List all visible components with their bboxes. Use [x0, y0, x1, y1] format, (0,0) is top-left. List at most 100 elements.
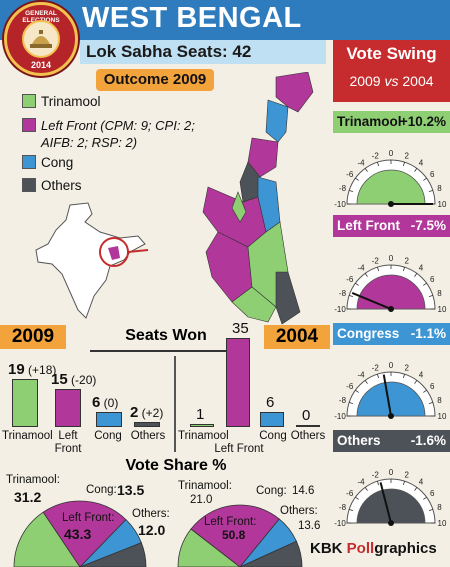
- cat-others: Others: [130, 430, 166, 442]
- gauge-tick-label: 4: [419, 264, 424, 273]
- vote-share-charts: [13, 500, 303, 567]
- cat-others: Others: [290, 430, 326, 442]
- seats-2004-bar: [190, 424, 214, 427]
- seats-2009-bar: [12, 378, 38, 427]
- gauge-tick: [377, 374, 380, 379]
- swing-party: Others: [337, 433, 381, 448]
- seats-2009-value: 19 (+18): [8, 360, 57, 378]
- gauge-tick-label: 8: [437, 503, 442, 512]
- swing-value: -7.5%: [410, 218, 446, 233]
- cat-left-front: Left Front: [214, 443, 264, 455]
- gauge-tick: [355, 496, 359, 500]
- gauge-fill: [356, 169, 426, 205]
- vs04-left-value: 50.8: [222, 528, 246, 542]
- seats-2004-value: 35: [232, 319, 249, 337]
- seats-2004-value: 0: [302, 407, 311, 424]
- vs04-trinamool-label: Trinamool:: [178, 480, 232, 492]
- vs09-left-label: Left Front:: [62, 512, 115, 524]
- gauge-tick: [414, 273, 418, 277]
- seats-2004-value: 6: [266, 393, 275, 411]
- seats-2009-value: 2 (+2): [130, 403, 164, 421]
- vs04-trinamool-value: 21.0: [190, 494, 213, 506]
- gauge-tick-label: 10: [438, 519, 447, 528]
- vs04-left-label: Left Front:: [204, 516, 257, 528]
- gauge-tick-label: 8: [437, 289, 442, 298]
- gauge-tick: [423, 389, 427, 393]
- gauge-tick: [364, 168, 368, 172]
- gauge-tick-label: -8: [339, 289, 347, 298]
- gauge-tick-label: 10: [438, 200, 447, 209]
- gauge-tick-label: -10: [334, 200, 346, 209]
- gauge-tick-label: -4: [357, 264, 365, 273]
- gauge-tick-label: 2: [405, 363, 410, 372]
- gauge-tick-label: 6: [430, 170, 435, 179]
- gauge-tick: [428, 295, 433, 298]
- seats-won-title: Seats Won: [125, 327, 207, 344]
- gauge-tick-label: -6: [346, 275, 354, 284]
- gauge-tick-label: 0: [389, 468, 394, 477]
- gauge-tick-label: 8: [437, 396, 442, 405]
- seats-2009-bar: [96, 411, 122, 427]
- page-title: WEST BENGAL: [82, 2, 302, 34]
- gauge-tick-label: -6: [346, 170, 354, 179]
- gauge-tick: [423, 496, 427, 500]
- gauge-tick: [377, 162, 380, 167]
- gauge-tick-label: 6: [430, 489, 435, 498]
- gauge-tick: [428, 402, 433, 405]
- cat-trinamool: Trinamool: [2, 430, 53, 442]
- gauge-needle: [379, 482, 392, 524]
- cat-left: Left: [58, 430, 78, 442]
- swing-label-left-front: Left Front -7.5%: [333, 215, 450, 237]
- swing-value: +10.2%: [399, 114, 446, 129]
- gauge-tick-label: -2: [372, 470, 380, 479]
- gauge-tick-label: -4: [357, 159, 365, 168]
- gauge-tick: [428, 509, 433, 512]
- gauge-tick-label: -4: [357, 478, 365, 487]
- gauge-tick-label: 10: [438, 412, 447, 421]
- gauge-tick: [364, 487, 368, 491]
- seats-2004-bar: [296, 425, 320, 427]
- gauge-tick-label: 0: [389, 149, 394, 158]
- vs09-trinamool-label: Trinamool:: [6, 474, 60, 486]
- vs09-others-label: Others:: [132, 508, 170, 520]
- gauge-tick: [349, 402, 354, 405]
- gauge-tick-label: 2: [405, 256, 410, 265]
- gauge-tick-label: -6: [346, 382, 354, 391]
- seats-bar: Lok Sabha Seats: 42: [80, 40, 326, 64]
- credit-b: Poll: [346, 540, 375, 557]
- gauge-tick: [355, 282, 359, 286]
- gauge-hub: [388, 520, 394, 526]
- vs09-left-value: 43.3: [64, 526, 92, 542]
- gauge-tick-label: -8: [339, 184, 347, 193]
- gauge-tick: [377, 267, 380, 272]
- gauge-tick-label: 2: [405, 151, 410, 160]
- vote-share-title: Vote Share %: [125, 457, 227, 474]
- gauge-tick-label: -2: [372, 256, 380, 265]
- legend-others: Others: [22, 178, 82, 193]
- vs04-others-value: 13.6: [298, 520, 321, 532]
- vs09-cong-value: 13.5: [117, 482, 145, 498]
- vs09-others-value: 12.0: [138, 522, 166, 538]
- gauge-tick: [423, 282, 427, 286]
- vote-share-slice: [42, 500, 127, 567]
- vote-swing-subtitle: 2009 vs 2004: [333, 73, 450, 89]
- swatch-cong: [22, 155, 36, 169]
- gauge-tick: [364, 273, 368, 277]
- gauge-tick: [349, 509, 354, 512]
- gauge-tick-label: -4: [357, 371, 365, 380]
- gauge-tick-label: 10: [438, 305, 447, 314]
- vs09-cong-label: Cong:: [86, 484, 117, 496]
- vs09-trinamool-value: 31.2: [14, 489, 42, 505]
- credit-c: graphics: [374, 540, 437, 557]
- swing-value: -1.1%: [410, 326, 446, 341]
- cat-cong: Cong: [94, 430, 122, 442]
- swing-label-congress: Congress -1.1%: [333, 323, 450, 345]
- gauge-tick-label: 0: [389, 361, 394, 370]
- gauge-tick: [402, 374, 405, 379]
- gauge-tick: [377, 481, 380, 486]
- outcome-label: Outcome 2009: [96, 69, 214, 91]
- vs04-others-label: Others:: [280, 505, 318, 517]
- seats-2004-value: 1: [196, 406, 205, 424]
